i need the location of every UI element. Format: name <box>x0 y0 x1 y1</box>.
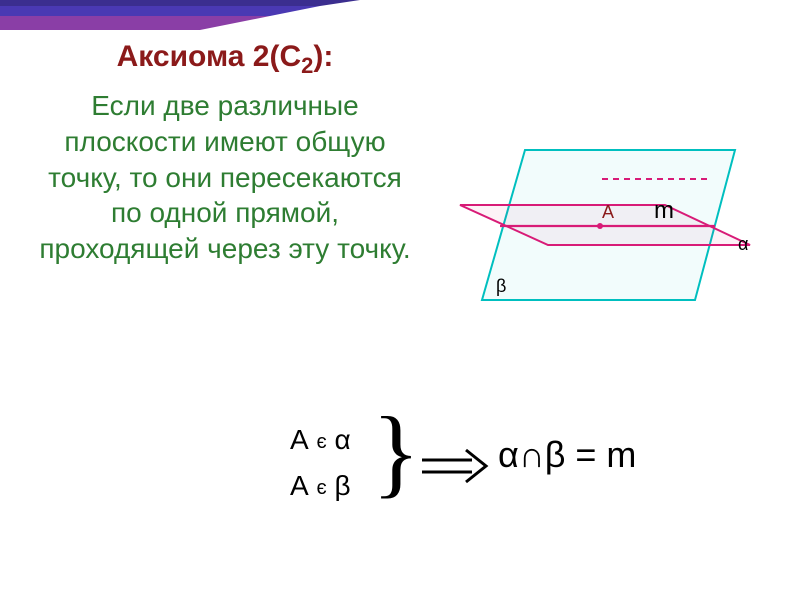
premise-1: А є α <box>290 424 351 456</box>
title-main: Аксиома 2(С <box>117 40 302 73</box>
slide: Аксиома 2(С2): Если две различные плоско… <box>0 0 800 600</box>
axiom-title: Аксиома 2(С2): <box>70 40 380 78</box>
point-a <box>597 223 603 229</box>
title-tail: ): <box>313 40 333 73</box>
conclusion: α∩β = m <box>498 434 636 476</box>
label-plane-beta: β <box>496 276 506 296</box>
planes-diagram: А m α β <box>440 130 770 310</box>
label-plane-alpha: α <box>738 234 748 254</box>
corner-decoration <box>0 0 360 34</box>
implies-arrow-icon <box>420 448 490 484</box>
symbolic-notation: А є α А є β } α∩β = m <box>290 420 760 560</box>
label-line-m: m <box>654 197 674 224</box>
axiom-body: Если две различные плоскости имеют общую… <box>30 88 420 267</box>
label-point-a: А <box>602 202 614 222</box>
premise-2: А є β <box>290 470 351 502</box>
brace-icon: } <box>372 402 420 502</box>
title-subscript: 2 <box>301 53 313 78</box>
